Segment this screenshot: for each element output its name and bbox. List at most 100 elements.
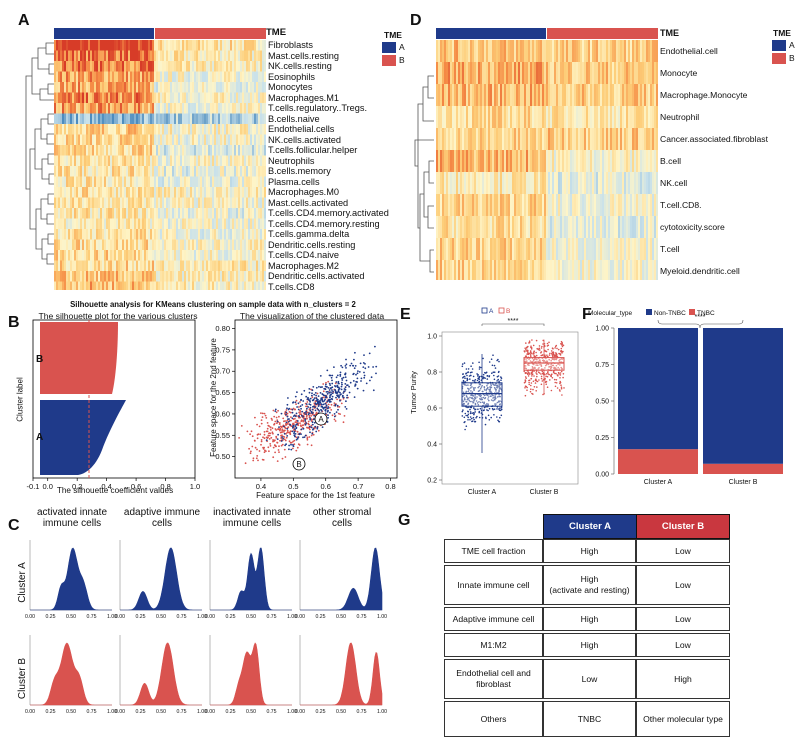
heatmap-d-cell — [574, 150, 576, 172]
heatmap-a-cell — [254, 229, 256, 240]
heatmap-a-cell — [120, 166, 122, 177]
heatmap-a-cell — [160, 82, 162, 93]
heatmap-d-cell — [650, 62, 652, 84]
heatmap-a-cell — [126, 198, 128, 209]
heatmap-a-cell — [190, 135, 192, 146]
scatter-point-a — [286, 435, 288, 437]
heatmap-d-cell — [536, 172, 538, 194]
heatmap-d-cell — [646, 84, 648, 106]
heatmap-a-cell — [152, 208, 154, 219]
scatter-point-a — [318, 402, 320, 404]
heatmap-d-cell — [652, 216, 654, 238]
heatmap-a-cell — [178, 219, 180, 230]
heatmap-a-cell — [258, 103, 260, 114]
heatmap-a-cell — [122, 166, 124, 177]
scatter-point-a — [312, 386, 314, 388]
scatter-point-a — [332, 392, 334, 394]
heatmap-a-cell — [90, 124, 92, 135]
heatmap-a-cell — [54, 177, 56, 188]
heatmap-a-cell — [54, 240, 56, 251]
heatmap-a-cell — [152, 114, 154, 125]
heatmap-a-cell — [188, 187, 190, 198]
heatmap-a-cell — [68, 198, 70, 209]
heatmap-d-cell — [574, 84, 576, 106]
scatter-point-a — [314, 406, 316, 408]
heatmap-d-cell — [622, 106, 624, 128]
heatmap-a-cell — [190, 93, 192, 104]
heatmap-a-cell — [140, 40, 142, 51]
heatmap-a-cell — [146, 93, 148, 104]
scatter-point-a — [304, 420, 306, 422]
heatmap-d-cell — [648, 172, 650, 194]
heatmap-a-cell — [54, 261, 56, 272]
heatmap-a-cell — [166, 177, 168, 188]
scatter-point-a — [373, 389, 375, 391]
scatter-point-b — [262, 459, 264, 461]
scatter-point-b — [284, 438, 286, 440]
heatmap-a-cell — [138, 282, 140, 291]
heatmap-a-cell — [134, 261, 136, 272]
heatmap-a-cell — [110, 93, 112, 104]
heatmap-a-cell — [112, 282, 114, 291]
heatmap-d-cell — [558, 260, 560, 280]
heatmap-a-cell — [234, 177, 236, 188]
heatmap-a-cell — [150, 177, 152, 188]
heatmap-d-cell — [482, 40, 484, 62]
heatmap-a-cell — [138, 187, 140, 198]
scatter-point-a — [311, 395, 313, 397]
heatmap-a-cell — [58, 187, 60, 198]
heatmap-a-cell — [64, 261, 66, 272]
heatmap-a-cell — [228, 145, 230, 156]
scatter-point-a — [369, 380, 371, 382]
heatmap-d-cell — [590, 62, 592, 84]
heatmap-a-cell — [158, 61, 160, 72]
heatmap-a-row-label: Eosinophils — [268, 72, 315, 82]
heatmap-a-cell — [248, 103, 250, 114]
heatmap-d-cell — [530, 238, 532, 260]
heatmap-d-cell — [526, 216, 528, 238]
annotation-title-d: TME — [660, 28, 679, 38]
heatmap-a-cell — [160, 103, 162, 114]
heatmap-a-cell — [200, 124, 202, 135]
heatmap-a-cell — [82, 219, 84, 230]
heatmap-a-cell — [84, 61, 86, 72]
heatmap-a-cell — [190, 282, 192, 291]
heatmap-a-cell — [186, 250, 188, 261]
heatmap-a-cell — [160, 187, 162, 198]
heatmap-a-cell — [164, 156, 166, 167]
heatmap-a-cell — [236, 61, 238, 72]
scatter-point-a — [315, 392, 317, 394]
heatmap-d-cell — [538, 128, 540, 150]
heatmap-d-cell — [454, 84, 456, 106]
heatmap-a-cell — [186, 51, 188, 62]
heatmap-d-cell — [458, 40, 460, 62]
heatmap-d-cell — [462, 84, 464, 106]
silhouette-left-xlabel: The silhouette coefficient values — [30, 486, 200, 495]
heatmap-d-cell — [518, 150, 520, 172]
heatmap-a-cell — [256, 240, 258, 251]
heatmap-a-cell — [198, 103, 200, 114]
heatmap-d-cell — [518, 194, 520, 216]
heatmap-d-cell — [586, 106, 588, 128]
heatmap-d-cell — [520, 216, 522, 238]
heatmap-a-cell — [136, 114, 138, 125]
heatmap-d-cell — [620, 172, 622, 194]
heatmap-a-cell — [136, 93, 138, 104]
heatmap-a-cell — [56, 187, 58, 198]
heatmap-a-cell — [248, 166, 250, 177]
heatmap-d-cell — [604, 260, 606, 280]
heatmap-d-cell — [486, 194, 488, 216]
heatmap-d-cell — [546, 194, 548, 216]
heatmap-d-cell — [644, 216, 646, 238]
heatmap-a-cell — [166, 250, 168, 261]
heatmap-a-cell — [244, 103, 246, 114]
scatter-point-a — [316, 408, 318, 410]
heatmap-d-cell — [650, 40, 652, 62]
legend-label-d-a: A — [789, 40, 795, 50]
heatmap-a-cell — [104, 208, 106, 219]
heatmap-a-cell — [138, 250, 140, 261]
heatmap-a-cell — [70, 282, 72, 291]
heatmap-a-cell — [56, 156, 58, 167]
boxplot-point — [495, 367, 497, 369]
heatmap-a-cell — [78, 198, 80, 209]
